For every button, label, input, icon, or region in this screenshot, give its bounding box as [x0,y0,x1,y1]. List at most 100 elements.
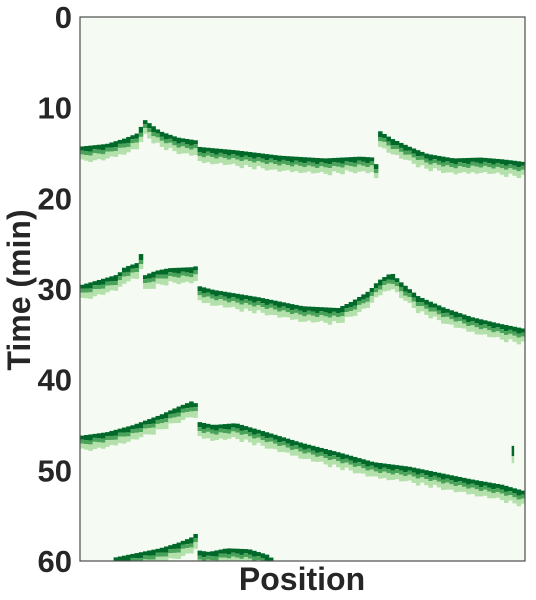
heatmap-cell [302,306,307,313]
heatmap-cell [474,489,480,497]
heatmap-cell [407,474,412,481]
heatmap-cell [197,286,203,292]
heatmap-cell [365,470,370,477]
heatmap-cell [508,168,513,174]
heatmap-cell [466,321,471,326]
heatmap-cell [235,548,240,554]
heatmap-cell [92,285,98,290]
heatmap-cell [512,331,517,336]
heatmap-cell [378,473,383,479]
heatmap-cell [205,423,211,428]
heatmap-cell [390,470,396,475]
heatmap-cell [105,432,110,437]
heatmap-cell [340,316,345,323]
heatmap-cell [310,306,316,312]
heatmap-cell [201,153,207,158]
heatmap-cell [159,414,165,420]
heatmap-cell [268,557,274,561]
heatmap-cell [231,158,236,164]
heatmap-cell [327,317,333,325]
heatmap-cell [361,459,366,465]
heatmap-cell [462,158,467,164]
heatmap-cell [357,458,362,463]
heatmap-cell [487,163,492,168]
heatmap-cell [113,439,119,446]
heatmap-cell [499,164,505,169]
heatmap-cell [105,277,110,282]
heatmap-cell [340,306,345,312]
heatmap-cell [218,299,224,306]
heatmap-cell [84,435,89,441]
heatmap-cell [201,557,207,561]
heatmap-cell [180,548,186,556]
heatmap-cell [281,163,287,171]
heatmap-cell [520,332,525,337]
heatmap-cell [273,155,278,161]
heatmap-cell [117,428,123,433]
heatmap-cell [168,268,173,273]
heatmap-cell [336,452,341,458]
heatmap-cell [222,429,228,434]
heatmap-cell [252,556,257,561]
heatmap-cell [399,282,404,288]
heatmap-cell [285,438,291,444]
heatmap-cell [466,157,471,164]
heatmap-cell [114,563,119,567]
heatmap-cell [176,143,182,148]
heatmap-cell [361,156,366,162]
heatmap-cell [88,288,93,293]
heatmap-cell [117,147,123,155]
heatmap-cell [483,320,488,325]
heatmap-cell [260,153,266,159]
heatmap-cell [159,419,165,424]
heatmap-cell [80,146,85,151]
heatmap-cell [109,147,114,152]
heatmap-cell [126,271,131,276]
heatmap-cell [483,489,488,496]
heatmap-cell [428,160,433,165]
heatmap-cell [214,290,219,297]
heatmap-cell [352,166,358,174]
heatmap-cell [390,149,396,155]
heatmap-cell [159,274,165,279]
heatmap-cell [239,157,245,161]
heatmap-cell [457,485,463,492]
heatmap-cell [491,322,496,329]
heatmap-cell [184,276,190,282]
heatmap-cell [201,297,207,304]
heatmap-cell [415,306,421,314]
heatmap-cell [163,556,169,561]
heatmap-cell [122,565,127,572]
heatmap-cell [142,275,148,280]
heatmap-cell [415,474,421,479]
heatmap-cell [168,414,173,419]
heatmap-cell [323,307,328,313]
heatmap-cell [113,147,119,152]
heatmap-cell [491,332,496,338]
heatmap-cell [315,312,320,317]
heatmap-cell [247,152,253,158]
heatmap-cell [327,158,333,165]
heatmap-cell [302,443,307,450]
y-tick-label: 20 [38,181,72,216]
heatmap-cell [252,434,257,439]
heatmap-cell [134,432,140,440]
heatmap-cell [264,554,270,561]
heatmap-cell [504,495,509,503]
heatmap-cell [189,537,194,544]
heatmap-cell [109,430,114,436]
heatmap-cell [520,328,525,333]
heatmap-cell [172,136,177,142]
heatmap-cell [147,128,152,133]
heatmap-cell [340,167,345,175]
heatmap-cell [478,163,484,168]
heatmap-cell [130,135,135,140]
heatmap-cell [386,136,391,142]
heatmap-cell [273,305,278,310]
heatmap-cell [218,295,224,300]
heatmap-cell [511,445,515,457]
heatmap-cell [495,491,501,498]
heatmap-cell [214,296,219,301]
heatmap-cell [361,165,366,172]
